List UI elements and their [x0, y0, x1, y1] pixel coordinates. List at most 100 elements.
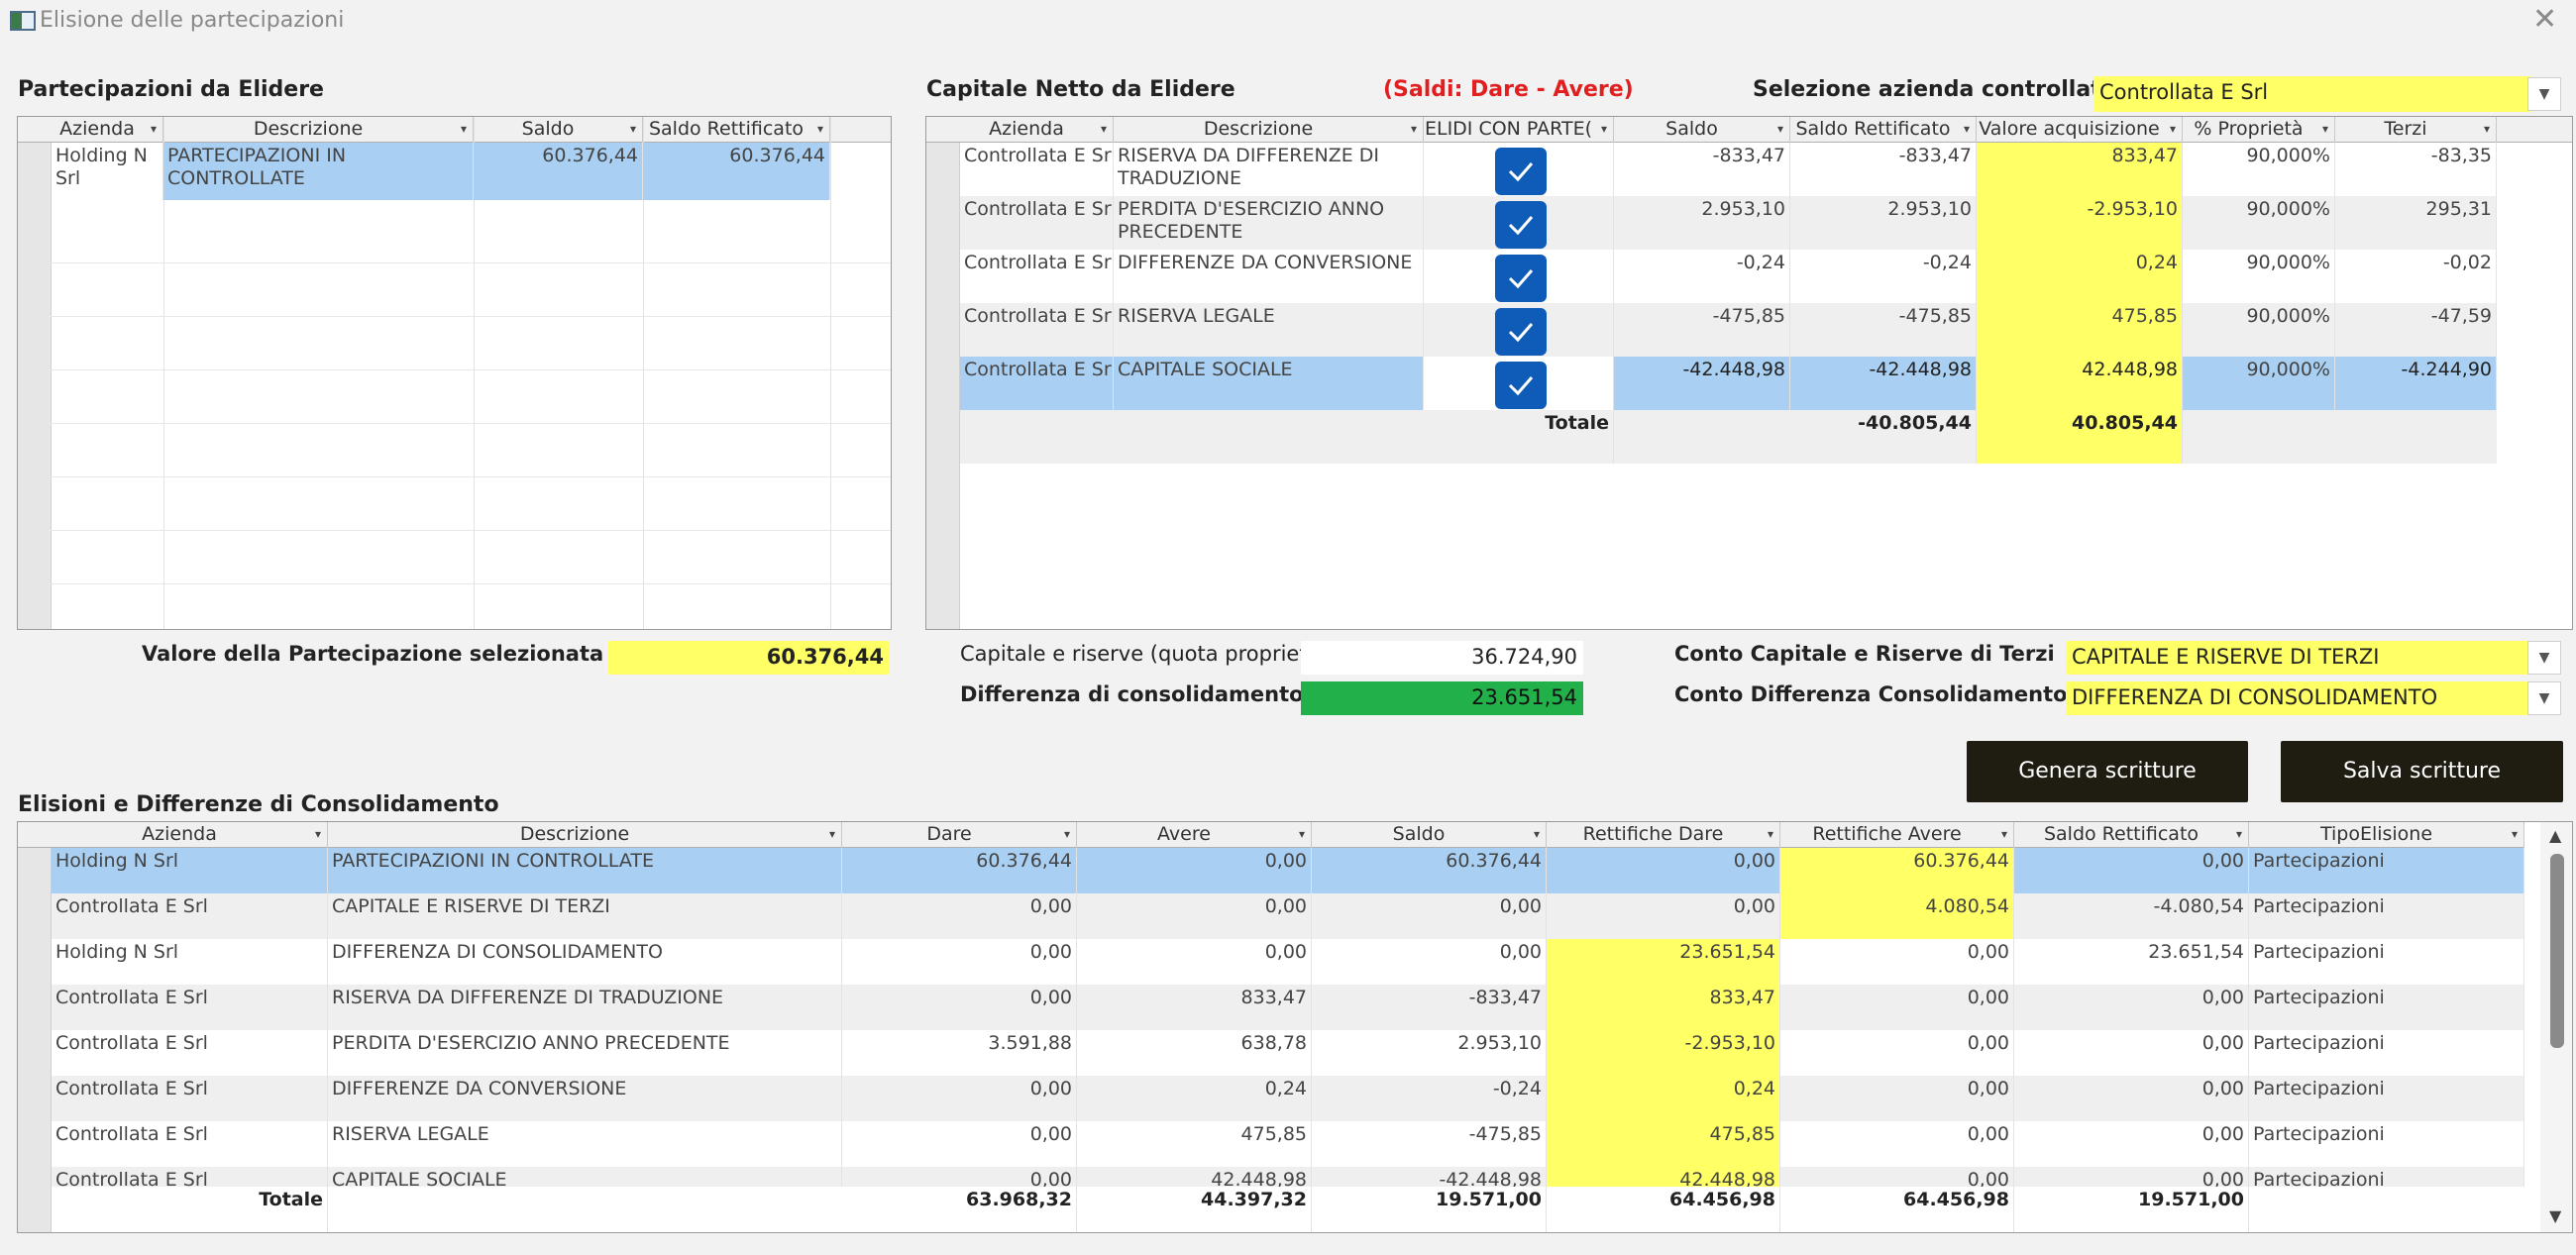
col-saldo-rettificato[interactable]: Saldo Rettificato ▾ [1790, 117, 1977, 143]
cell-avere: 0,00 [1077, 893, 1312, 939]
salva-scritture-button[interactable]: Salva scritture [2281, 741, 2563, 802]
cell-saldo-rettificato: 0,00 [2014, 1030, 2249, 1076]
col-azienda[interactable]: Azienda ▾ [52, 117, 163, 143]
cell-azienda: Controllata E Srl [960, 303, 1114, 357]
total-rettifiche-dare: 64.456,98 [1547, 1187, 1780, 1232]
col-azienda[interactable]: Azienda ▾ [52, 822, 328, 848]
cell-rettifiche-dare[interactable]: 0,24 [1547, 1076, 1780, 1121]
scroll-up-icon[interactable]: ▲ [2549, 826, 2562, 845]
equity-grid[interactable]: Azienda ▾ Descrizione ▾ ELIDI CON PARTE(▾ … [925, 116, 2573, 630]
checkbox-elidi-4[interactable] [1495, 362, 1547, 409]
col-saldo-rettificato[interactable]: Saldo Rettificato ▾ [2014, 822, 2249, 848]
scrollbar-thumb[interactable] [2550, 854, 2564, 1048]
cell-rettifiche-avere[interactable]: 0,00 [1780, 1030, 2014, 1076]
capitale-riserve-value: 36.724,90 [1301, 641, 1583, 675]
cell-proprieta: 90,000% [2183, 357, 2335, 410]
col-saldo[interactable]: Saldo ▾ [474, 117, 643, 143]
cell-dare: 0,00 [842, 939, 1077, 985]
conto-terzi-label: Conto Capitale e Riserve di Terzi [1674, 642, 2055, 666]
col-rettifiche-dare[interactable]: Rettifiche Dare ▾ [1547, 822, 1780, 848]
cell-saldo: -0,24 [1614, 250, 1790, 303]
total-dare: 63.968,32 [842, 1187, 1077, 1232]
right-panel-title: Capitale Netto da Elidere [926, 77, 1235, 102]
checkbox-elidi-0[interactable] [1495, 148, 1547, 195]
cell-rettifiche-dare[interactable]: 0,00 [1547, 848, 1780, 893]
row-selector-column [18, 143, 52, 629]
cell-saldo-rettificato: 0,00 [2014, 1121, 2249, 1167]
genera-scritture-button[interactable]: Genera scritture [1967, 741, 2248, 802]
col-dare[interactable]: Dare ▾ [842, 822, 1077, 848]
conto-terzi-select[interactable]: CAPITALE E RISERVE DI TERZI [2066, 641, 2531, 675]
col-tipo-elisione[interactable]: TipoElisione ▾ [2249, 822, 2524, 848]
cell-descrizione: PARTECIPAZIONI IN CONTROLLATE [328, 848, 842, 893]
cell-descrizione: RISERVA DA DIFFERENZE DI TRADUZIONE [1114, 143, 1424, 196]
cell-valore-acquisizione[interactable]: -2.953,10 [1977, 196, 2183, 250]
col-saldo[interactable]: Saldo ▾ [1614, 117, 1790, 143]
close-icon[interactable]: ✕ [2532, 2, 2558, 37]
cell-rettifiche-avere[interactable]: 0,00 [1780, 985, 2014, 1030]
cell-valore-acquisizione[interactable]: 0,24 [1977, 250, 2183, 303]
cell-descrizione: DIFFERENZA DI CONSOLIDAMENTO [328, 939, 842, 985]
chevron-down-icon[interactable]: ▼ [2527, 641, 2561, 675]
cell-rettifiche-dare[interactable]: 475,85 [1547, 1121, 1780, 1167]
cell-azienda: Holding N Srl [52, 939, 328, 985]
cell-valore-acquisizione[interactable]: 833,47 [1977, 143, 2183, 196]
cell-proprieta: 90,000% [2183, 196, 2335, 250]
eliminations-grid[interactable]: Azienda ▾ Descrizione ▾ Dare ▾ Avere ▾ Saldo… [17, 821, 2573, 1233]
cell-avere: 833,47 [1077, 985, 1312, 1030]
chevron-down-icon[interactable]: ▼ [2527, 681, 2561, 715]
cell-saldo-rettificato: 2.953,10 [1790, 196, 1977, 250]
col-saldo-rettificato[interactable]: Saldo Rettificato ▾ [643, 117, 830, 143]
cell-rettifiche-avere[interactable]: 4.080,54 [1780, 893, 2014, 939]
participations-grid[interactable]: Azienda ▾ Descrizione ▾ Saldo ▾ Saldo Retti… [17, 116, 892, 630]
cell-azienda: Controllata E Srl [960, 250, 1114, 303]
company-select[interactable]: Controllata E Srl [2093, 76, 2531, 112]
conto-diff-select[interactable]: DIFFERENZA DI CONSOLIDAMENTO [2066, 681, 2531, 715]
vertical-scrollbar[interactable]: ▲ ▼ [2540, 822, 2572, 1232]
col-rettifiche-avere[interactable]: Rettifiche Avere ▾ [1780, 822, 2014, 848]
checkbox-elidi-2[interactable] [1495, 255, 1547, 302]
cell-terzi: 295,31 [2335, 196, 2497, 250]
col-descrizione[interactable]: Descrizione ▾ [163, 117, 474, 143]
col-elidi[interactable]: ELIDI CON PARTE(▾ [1424, 117, 1614, 143]
chevron-down-icon[interactable]: ▼ [2527, 77, 2561, 111]
selected-participation-value: 60.376,44 [608, 641, 890, 675]
col-avere[interactable]: Avere ▾ [1077, 822, 1312, 848]
cell-rettifiche-avere[interactable]: 0,00 [1780, 1121, 2014, 1167]
col-valore-acquisizione[interactable]: Valore acquisizione ▾ [1977, 117, 2183, 143]
cell-tipo-elisione: Partecipazioni [2249, 985, 2524, 1030]
cell-valore-acquisizione[interactable]: 475,85 [1977, 303, 2183, 357]
cell-saldo-rettificato: 23.651,54 [2014, 939, 2249, 985]
cell-saldo: 0,00 [1312, 939, 1547, 985]
col-descrizione[interactable]: Descrizione ▾ [1114, 117, 1424, 143]
cell-rettifiche-avere[interactable]: 0,00 [1780, 939, 2014, 985]
col-proprieta[interactable]: % Proprietà ▾ [2183, 117, 2335, 143]
cell-dare: 0,00 [842, 1121, 1077, 1167]
cell-rettifiche-dare[interactable]: 0,00 [1547, 893, 1780, 939]
cell-saldo: 2.953,10 [1614, 196, 1790, 250]
scroll-down-icon[interactable]: ▼ [2549, 1206, 2562, 1225]
cell-rettifiche-dare[interactable]: -2.953,10 [1547, 1030, 1780, 1076]
total-rettifiche-avere: 64.456,98 [1780, 1187, 2014, 1232]
cell-azienda: Controllata E Srl [960, 143, 1114, 196]
cell-terzi: -0,02 [2335, 250, 2497, 303]
checkbox-elidi-3[interactable] [1495, 308, 1547, 356]
cell-terzi: -83,35 [2335, 143, 2497, 196]
cell-azienda: Controllata E Srl [52, 1076, 328, 1121]
cell-valore-acquisizione[interactable]: 42.448,98 [1977, 357, 2183, 410]
cell-avere: 475,85 [1077, 1121, 1312, 1167]
cell-rettifiche-avere[interactable]: 0,00 [1780, 1076, 2014, 1121]
cell-rettifiche-dare[interactable]: 833,47 [1547, 985, 1780, 1030]
grid-header: Azienda ▾ Descrizione ▾ Saldo ▾ Saldo Retti… [18, 117, 891, 143]
checkbox-elidi-1[interactable] [1495, 201, 1547, 249]
col-azienda[interactable]: Azienda ▾ [960, 117, 1114, 143]
cell-descrizione: CAPITALE SOCIALE [1114, 357, 1424, 410]
col-terzi[interactable]: Terzi ▾ [2335, 117, 2497, 143]
col-saldo[interactable]: Saldo ▾ [1312, 822, 1547, 848]
cell-azienda: Holding N Srl [52, 143, 163, 200]
bottom-panel-title: Elisioni e Differenze di Consolidamento [18, 792, 499, 817]
cell-rettifiche-avere[interactable]: 60.376,44 [1780, 848, 2014, 893]
cell-saldo-rettificato: -833,47 [1790, 143, 1977, 196]
col-descrizione[interactable]: Descrizione ▾ [328, 822, 842, 848]
cell-rettifiche-dare[interactable]: 23.651,54 [1547, 939, 1780, 985]
